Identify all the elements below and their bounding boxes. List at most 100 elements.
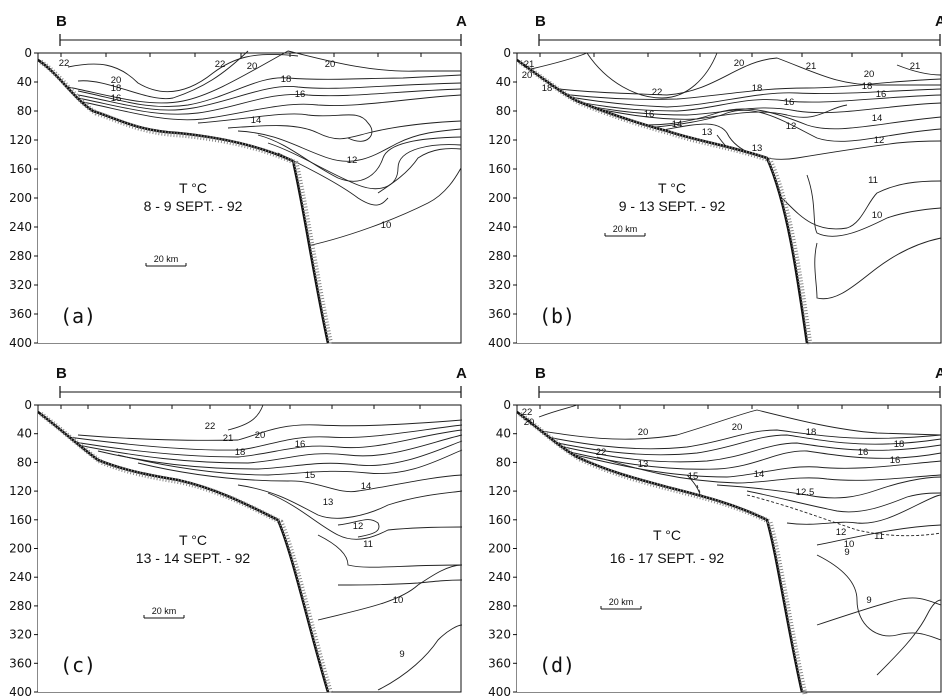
isotherm-line <box>317 564 463 621</box>
isotherm-label: 20 <box>638 427 649 438</box>
isotherm-line <box>377 624 463 691</box>
isotherm-label: 10 <box>844 539 855 550</box>
isotherm-line-dashed <box>746 494 942 537</box>
section-end-label-a: A <box>456 365 467 382</box>
isotherm-label: 10 <box>393 595 404 606</box>
isotherm-line <box>317 534 463 568</box>
isotherm-label: 11 <box>363 539 373 550</box>
isotherm-line <box>227 404 264 431</box>
depth-tick-label: 0 <box>503 398 511 412</box>
depth-tick-label: 160 <box>488 513 511 527</box>
seafloor-mask <box>517 60 807 343</box>
isotherm-label: 20 <box>255 430 266 441</box>
isotherm-line <box>67 53 299 93</box>
isotherm-label: 15 <box>305 470 316 481</box>
isotherm-line <box>536 88 942 108</box>
depth-tick-label: 240 <box>488 570 511 584</box>
isotherm-label: 16 <box>876 89 887 100</box>
panel-letter: (c) <box>60 653 96 677</box>
isotherm-label: 18 <box>111 83 122 94</box>
isotherm-line <box>806 174 942 237</box>
isotherm-label: 13 <box>702 127 713 138</box>
scale-bar-label: 20 km <box>609 597 634 607</box>
isotherm-line <box>237 484 463 519</box>
depth-tick-label: 280 <box>9 249 32 263</box>
isotherm-line <box>267 142 462 189</box>
isotherm-label: 12 <box>836 527 847 538</box>
depth-tick-label: 280 <box>488 249 511 263</box>
isotherm-line <box>656 123 942 160</box>
isotherm-label: 18 <box>235 447 246 458</box>
isotherm-label: 16 <box>890 455 901 466</box>
panel-title-dates: 8 - 9 SEPT. - 92 <box>144 198 243 214</box>
isotherm-line <box>816 524 942 546</box>
depth-tick-label: 320 <box>488 278 511 292</box>
depth-tick-label: 120 <box>488 484 511 498</box>
isotherm-line <box>816 554 942 641</box>
isotherm-label: 13 <box>752 143 763 154</box>
isotherm-line <box>197 113 373 142</box>
isotherm-line <box>646 109 942 142</box>
isotherm-label: 18 <box>894 439 905 450</box>
isotherm-line <box>816 597 942 626</box>
isotherm-line <box>814 237 942 300</box>
isotherm-line <box>77 88 462 115</box>
isotherm-line <box>227 120 462 140</box>
isotherm-label: 20 <box>732 422 743 433</box>
isotherm-label: 16 <box>784 97 795 108</box>
depth-tick-label: 40 <box>17 75 32 89</box>
isotherm-line <box>516 409 942 440</box>
depth-tick-label: 120 <box>9 484 32 498</box>
isotherm-label: 20 <box>111 75 122 86</box>
chart-panel-1: B A 0 40 80 120 160 200 240 280 320 360 400 22 22 20 20 2… <box>9 13 467 350</box>
depth-tick-label: 200 <box>488 191 511 205</box>
depth-tick-label: 320 <box>9 628 32 642</box>
scale-bar-label: 20 km <box>154 254 179 264</box>
depth-tick-label: 240 <box>9 220 32 234</box>
isotherm-label: 16 <box>858 447 869 458</box>
isotherm-label: 14 <box>754 469 765 480</box>
isotherm-line <box>267 492 463 540</box>
depth-tick-label: 400 <box>9 336 32 350</box>
depth-tick-label: 280 <box>9 599 32 613</box>
depth-tick-label: 80 <box>17 455 32 469</box>
isotherm-line <box>596 456 942 484</box>
panel-title-variable: T °C <box>179 180 207 196</box>
depth-tick-label: 160 <box>9 162 32 176</box>
isotherm-line <box>516 78 942 100</box>
isotherm-label: 11 <box>874 531 884 542</box>
isotherm-line <box>237 128 462 162</box>
depth-tick-label: 0 <box>24 398 32 412</box>
isotherm-line <box>516 57 941 96</box>
isotherm-line <box>536 434 942 456</box>
isotherm-label: 21 <box>806 61 817 72</box>
isotherm-line <box>546 442 942 463</box>
isotherm-label: 18 <box>862 81 873 92</box>
isotherm-label: 12.5 <box>796 487 815 498</box>
scale-bar-label: 20 km <box>152 606 177 616</box>
isotherm-line <box>876 599 942 676</box>
isotherm-layer: 22 21 20 18 16 15 14 13 12 11 10 9 T °C 13 - 14 SEPT.… <box>37 404 463 695</box>
depth-tick-label: 160 <box>488 162 511 176</box>
isotherm-label: 18 <box>542 83 553 94</box>
isotherm-label: 20 <box>524 417 535 428</box>
depth-tick-label: 80 <box>17 104 32 118</box>
isotherm-label: 21 <box>910 61 921 72</box>
depth-tick-label: 200 <box>488 542 511 556</box>
isotherm-label: 12 <box>347 155 358 166</box>
isotherm-label: 9 <box>866 595 871 606</box>
panel-letter: (d) <box>539 653 575 677</box>
isotherm-line <box>716 476 942 499</box>
depth-tick-label: 200 <box>9 542 32 556</box>
isotherm-line <box>97 440 463 470</box>
seafloor-stipple <box>518 59 813 346</box>
isotherm-label: 14 <box>361 481 372 492</box>
depth-tick-label: 0 <box>24 46 32 60</box>
isotherm-line <box>67 429 463 458</box>
isotherm-line <box>616 108 942 130</box>
panel-title-dates: 13 - 14 SEPT. - 92 <box>136 550 251 566</box>
